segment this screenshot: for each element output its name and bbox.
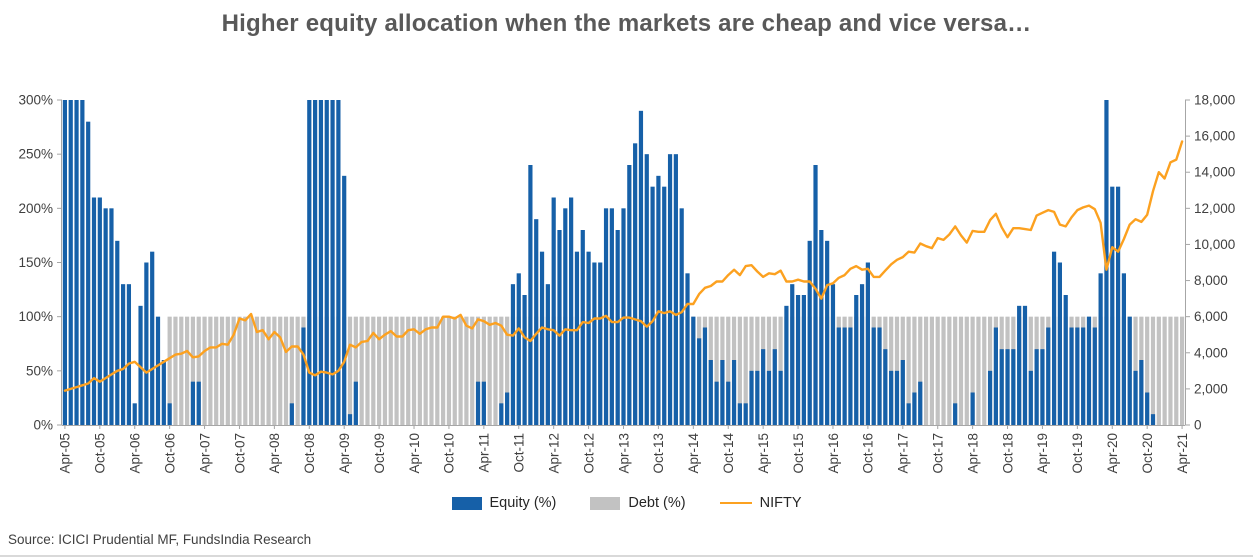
legend-item-equity: Equity (%) xyxy=(451,495,557,511)
svg-text:Apr-19: Apr-19 xyxy=(1035,433,1050,474)
svg-text:Oct-14: Oct-14 xyxy=(721,433,736,474)
debt-swatch-icon xyxy=(590,496,621,510)
svg-text:6,000: 6,000 xyxy=(1194,309,1228,324)
svg-text:Apr-15: Apr-15 xyxy=(756,433,771,474)
axes xyxy=(57,99,1190,429)
svg-text:0: 0 xyxy=(1194,418,1202,433)
svg-text:Apr-08: Apr-08 xyxy=(267,433,282,474)
source-note: Source: ICICI Prudential MF, FundsIndia … xyxy=(8,532,312,547)
svg-text:Apr-12: Apr-12 xyxy=(547,433,562,474)
svg-text:Apr-16: Apr-16 xyxy=(826,433,841,474)
svg-text:Oct-19: Oct-19 xyxy=(1070,433,1085,474)
legend-equity-label: Equity (%) xyxy=(489,495,557,511)
svg-text:Oct-07: Oct-07 xyxy=(232,433,247,474)
svg-text:Oct-05: Oct-05 xyxy=(93,433,108,474)
equity-swatch-icon xyxy=(451,496,482,510)
svg-text:200%: 200% xyxy=(18,201,53,216)
chart-title: Higher equity allocation when the market… xyxy=(221,10,1032,37)
svg-text:Oct-13: Oct-13 xyxy=(651,433,666,474)
legend-item-nifty: NIFTY xyxy=(719,495,802,511)
svg-text:Oct-12: Oct-12 xyxy=(581,433,596,474)
svg-text:Apr-14: Apr-14 xyxy=(686,433,701,474)
legend-nifty-label: NIFTY xyxy=(759,495,802,511)
legend-debt-label: Debt (%) xyxy=(628,495,686,511)
svg-text:Oct-11: Oct-11 xyxy=(512,433,527,473)
svg-text:8,000: 8,000 xyxy=(1194,273,1228,288)
bottom-divider xyxy=(0,555,1253,557)
svg-text:Oct-18: Oct-18 xyxy=(1000,433,1015,474)
svg-text:18,000: 18,000 xyxy=(1194,93,1235,108)
svg-text:Apr-07: Apr-07 xyxy=(197,433,212,474)
svg-text:0%: 0% xyxy=(33,418,53,433)
svg-text:Oct-09: Oct-09 xyxy=(372,433,387,474)
svg-text:Oct-20: Oct-20 xyxy=(1140,433,1155,474)
svg-text:Apr-13: Apr-13 xyxy=(616,433,631,474)
svg-text:Apr-17: Apr-17 xyxy=(896,433,911,474)
svg-text:Oct-17: Oct-17 xyxy=(931,433,946,474)
svg-text:Apr-06: Apr-06 xyxy=(128,433,143,474)
svg-text:10,000: 10,000 xyxy=(1194,237,1235,252)
svg-text:Apr-20: Apr-20 xyxy=(1105,433,1120,474)
svg-text:Oct-16: Oct-16 xyxy=(861,433,876,474)
nifty-line xyxy=(63,140,1184,392)
svg-text:4,000: 4,000 xyxy=(1194,345,1228,360)
svg-text:50%: 50% xyxy=(26,363,53,378)
svg-text:Apr-10: Apr-10 xyxy=(407,433,422,474)
svg-text:14,000: 14,000 xyxy=(1194,165,1235,180)
axis-labels: 0% 50% 100% 150% 200% 250% 300% 0 2,000 4,000 6,00… xyxy=(18,93,1235,474)
svg-text:Oct-15: Oct-15 xyxy=(791,433,806,474)
svg-text:2,000: 2,000 xyxy=(1194,381,1228,396)
svg-text:250%: 250% xyxy=(18,147,53,162)
svg-text:Apr-18: Apr-18 xyxy=(965,433,980,474)
svg-text:Apr-05: Apr-05 xyxy=(58,433,73,474)
svg-text:Apr-11: Apr-11 xyxy=(477,433,492,473)
chart-legend: Equity (%) Debt (%) NIFTY xyxy=(0,495,1253,511)
svg-text:Oct-08: Oct-08 xyxy=(302,433,317,474)
svg-text:Oct-06: Oct-06 xyxy=(162,433,177,474)
svg-text:16,000: 16,000 xyxy=(1194,129,1235,144)
svg-text:12,000: 12,000 xyxy=(1194,201,1235,216)
legend-item-debt: Debt (%) xyxy=(590,495,686,511)
svg-text:Apr-21: Apr-21 xyxy=(1175,433,1190,474)
svg-text:100%: 100% xyxy=(18,309,53,324)
svg-text:300%: 300% xyxy=(18,93,53,108)
svg-text:Apr-09: Apr-09 xyxy=(337,433,352,474)
nifty-line-swatch-icon xyxy=(719,501,752,505)
svg-text:Oct-10: Oct-10 xyxy=(442,433,457,474)
svg-text:150%: 150% xyxy=(18,255,53,270)
